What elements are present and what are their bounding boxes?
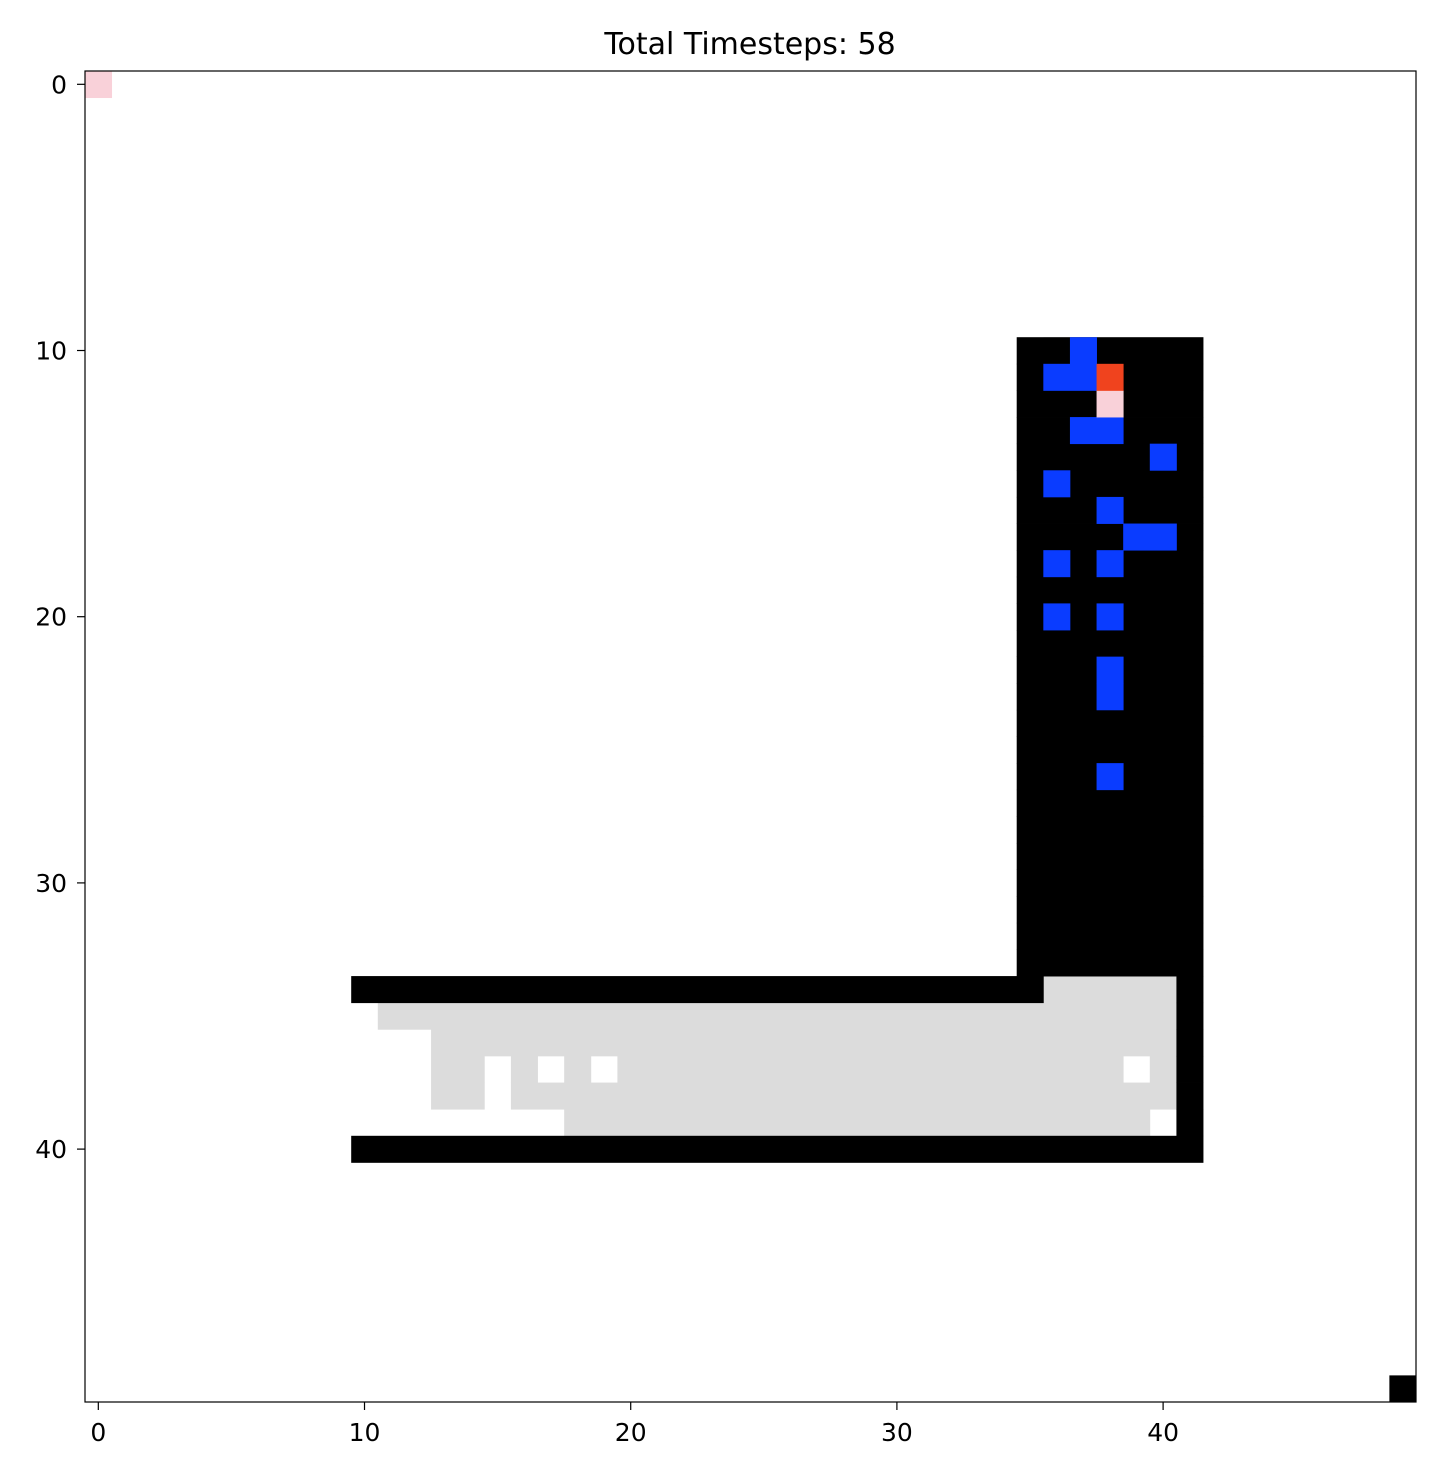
wall-cell	[1016, 576, 1204, 604]
y-tick-label: 20	[35, 603, 67, 632]
pink-cell	[1096, 390, 1124, 418]
x-tick-label: 0	[90, 1418, 106, 1447]
heatmap-cells	[85, 71, 1417, 1403]
wall-cell	[1016, 949, 1204, 977]
y-tick-label: 0	[51, 70, 67, 99]
y-tick-label: 10	[35, 337, 67, 366]
wall-cell	[1016, 630, 1204, 658]
blue-cell	[1096, 603, 1124, 631]
visited-cell	[617, 1055, 1124, 1083]
visited-cell	[564, 1055, 592, 1083]
visited-cell	[564, 1109, 1151, 1137]
blue-cell	[1043, 550, 1071, 578]
wall-cell	[1176, 1055, 1204, 1083]
blue-cell	[1043, 363, 1097, 391]
wall-cell	[1016, 736, 1204, 764]
wall-cell	[1016, 709, 1204, 737]
wall-cell	[1176, 1002, 1204, 1030]
x-tick-label: 30	[881, 1418, 913, 1447]
axis-ticks: 0 10 20 30 40 0 10 20 30 40	[35, 70, 1179, 1447]
blue-cell	[1043, 603, 1071, 631]
blue-cell	[1069, 417, 1124, 445]
visited-cell	[431, 1082, 485, 1110]
visited-cell	[1149, 1055, 1177, 1083]
wall-cell	[1176, 1109, 1204, 1137]
wall-cell	[1016, 922, 1204, 950]
x-tick-label: 10	[349, 1418, 381, 1447]
visited-cell	[431, 1029, 1177, 1057]
wall-cell	[1016, 869, 1204, 897]
wall-cell	[1016, 816, 1204, 844]
wall-cell	[1176, 1082, 1204, 1110]
blue-cell	[1096, 763, 1124, 791]
blue-cell	[1069, 337, 1097, 365]
blue-cell	[1096, 656, 1124, 684]
wall-cell	[351, 1135, 1204, 1163]
wall-cell	[1016, 337, 1204, 365]
x-tick-label: 20	[615, 1418, 647, 1447]
chart-title: Total Timesteps: 58	[603, 27, 895, 62]
visited-cell	[431, 1055, 485, 1083]
blue-cell	[1043, 470, 1071, 498]
visited-cell	[510, 1055, 538, 1083]
blue-cell	[1096, 550, 1124, 578]
y-tick-label: 30	[35, 869, 67, 898]
visited-cell	[510, 1082, 1177, 1110]
wall-cell	[1176, 976, 1204, 1004]
wall-cell	[1176, 1029, 1204, 1057]
visited-cell	[377, 1002, 1177, 1030]
blue-cell	[1096, 683, 1124, 711]
pink-cell	[85, 71, 113, 99]
blue-cell	[1149, 443, 1177, 471]
wall-cell	[351, 976, 1044, 1004]
wall-cell	[1016, 789, 1204, 817]
agent-cell	[1096, 363, 1124, 391]
blue-cell	[1123, 523, 1177, 551]
wall-cell	[1016, 842, 1204, 870]
x-tick-label: 40	[1147, 1418, 1179, 1447]
visited-cell	[1043, 976, 1177, 1004]
plot-frame	[84, 70, 1417, 1403]
wall-cell	[1389, 1375, 1417, 1403]
blue-cell	[1096, 496, 1124, 524]
wall-cell	[1016, 896, 1204, 924]
y-tick-label: 40	[35, 1135, 67, 1164]
